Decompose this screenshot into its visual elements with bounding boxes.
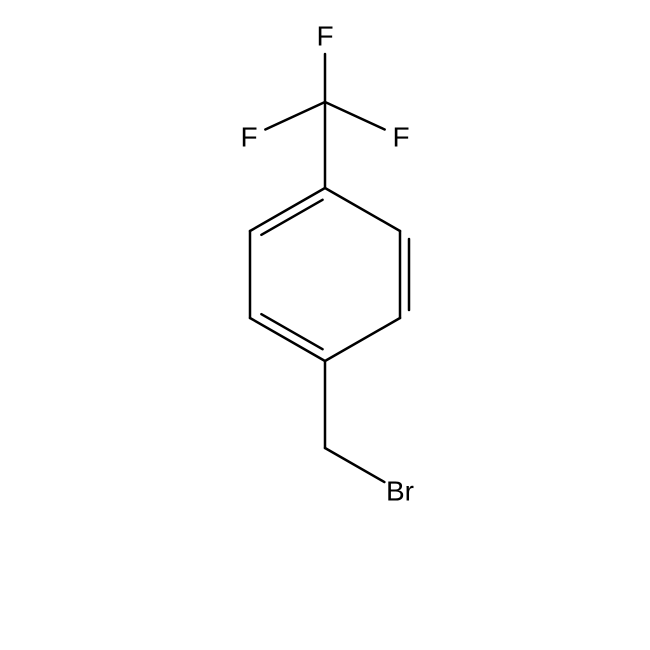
bond — [261, 314, 322, 349]
bond — [325, 318, 400, 361]
bond — [325, 448, 384, 482]
atom-label-f: F — [392, 122, 409, 153]
atom-label-f: F — [240, 122, 257, 153]
atom-label-br: Br — [386, 476, 414, 507]
bond — [265, 102, 325, 129]
bond — [250, 188, 325, 231]
bond — [325, 102, 385, 129]
molecule-canvas: F F F Br — [0, 0, 650, 650]
bond — [325, 188, 400, 231]
bond — [261, 200, 322, 235]
atom-label-f: F — [316, 21, 333, 52]
bond — [250, 318, 325, 361]
